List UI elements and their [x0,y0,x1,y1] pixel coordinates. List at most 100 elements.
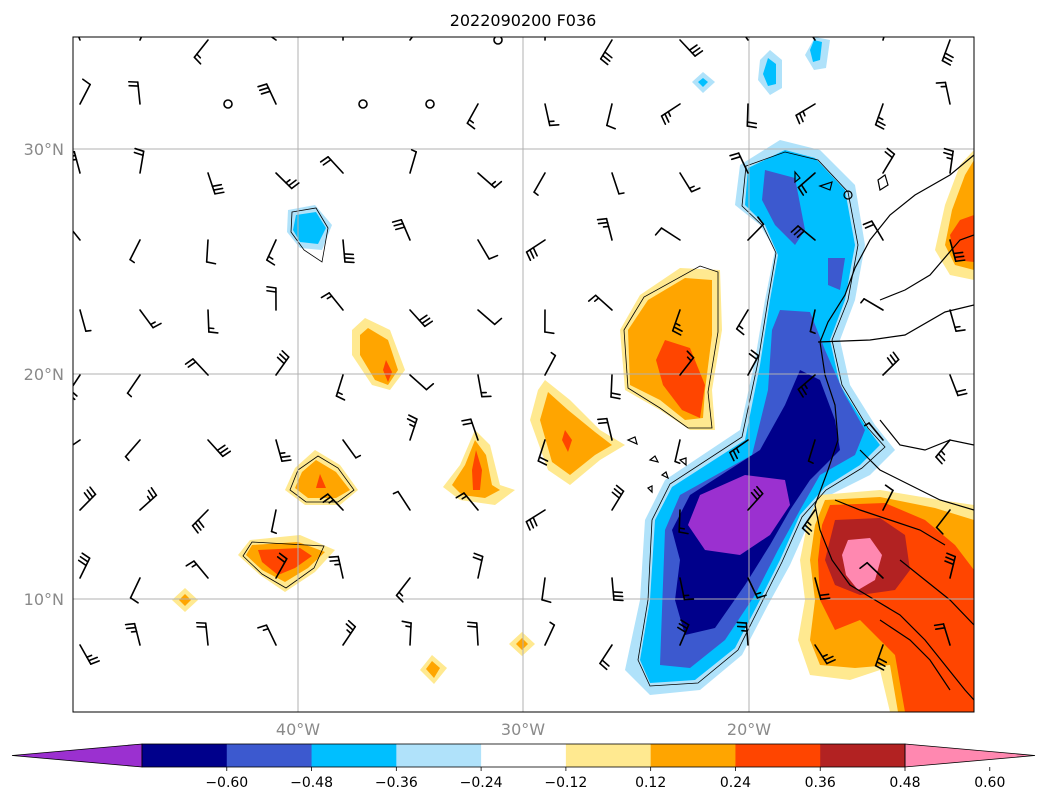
lat-label-30N: 30°N [24,140,64,159]
wind-barb-staff [674,439,681,463]
wind-barb-flag [876,120,886,126]
wind-barb-flag [599,58,609,66]
wind-barb-flag [736,621,748,624]
wind-barb-flag [678,531,689,535]
wind-barb-flag [864,223,875,229]
wind-barb-flag [730,155,742,161]
wind-barb-flag [124,622,136,626]
wind-barb-flag [729,152,740,157]
wind-barb-flag [954,325,961,329]
wind-barb-flag [678,622,688,630]
wind-barb-flag [610,392,621,396]
wind-barb-staff [544,624,556,646]
wind-barb-flag [81,552,91,560]
longitude-labels: 40°W 30°W 20°W [276,720,771,739]
wind-barb-flag [147,489,155,499]
wind-barb-flag [409,423,416,428]
wind-barb-flag [82,78,91,86]
wind-barb-flag [197,519,205,528]
wind-barb-flag [732,449,739,460]
wind-barb-flag [280,455,291,459]
wind-barb-flag [826,658,836,665]
wind-barb-staff [270,509,277,533]
wind-barb-staff [409,374,428,391]
wind-barb-flag [466,621,478,624]
contour-blue-band [637,151,886,687]
warm-dot-1-core [179,594,191,606]
wind-barb-flag [940,449,946,456]
wind-barb-flag [322,158,332,166]
blue-blob-1-core [293,212,326,244]
wind-barb-flag [874,123,885,130]
wind-barb-flag [262,627,270,632]
colorbar-segment [142,744,228,767]
chart-title: 2022090200 F036 [450,11,597,30]
calm-wind-circle [425,99,435,109]
wind-barb-flag [801,527,810,536]
warm-blob-2-orange [540,392,612,475]
wind-barb-flag [943,151,954,156]
wind-barb-flag [748,353,758,361]
wind-barb-flag [191,563,198,568]
wind-barb-staff [882,489,894,511]
wind-barb-staff [544,354,557,376]
wind-barb-flag [290,182,300,190]
wind-barb-staff [477,309,496,326]
wind-barb-flag [133,151,144,157]
wind-barb-flag [408,414,418,420]
wind-barb-flag [737,324,744,330]
wind-barb-flag [320,292,330,299]
wind-barb-flag [322,496,332,503]
wind-barb-flag [191,524,199,534]
wind-barb-flag [935,81,947,84]
wind-barb-flag [538,456,549,462]
wind-barb-flag [935,456,943,465]
colorbar-tick-label: 0.48 [889,775,920,791]
wind-barb-flag [754,591,762,596]
wind-barb-flag [319,493,329,501]
wind-barb-flag [537,460,548,466]
wind-barb-flag [746,125,757,129]
colorbar-tick-label: 0.24 [720,775,751,791]
wind-barb-flag [525,251,532,262]
wind-barb-flag [346,629,352,635]
wind-barb-flag [417,16,423,22]
wind-barb-flag [800,25,804,27]
blue-band-royal [762,170,805,245]
border-1 [817,304,974,343]
wind-barb-flag [674,322,681,327]
wind-barb-flag [319,156,329,163]
wind-barb-flag [671,329,682,336]
wind-barb-flag [597,221,609,225]
wind-barb-flag [941,59,952,66]
warm-blob-4-red [472,450,482,490]
wind-barb-staff [129,577,141,599]
contour-blob-1 [290,207,329,263]
wind-barb-flag [455,492,465,499]
wind-barb-flag [877,116,884,121]
wind-barb-flag [285,179,291,184]
wind-barb-flag [205,261,217,265]
wind-barb-flag [406,418,417,424]
colorbar-segment [311,744,397,767]
wind-barb-flag [425,382,435,391]
wind-barb-flag [593,297,600,302]
wind-barb-flag [793,227,802,236]
colorbar-extend-high [904,743,1036,768]
wind-barb-flag [803,383,808,390]
wind-barb-flag [694,50,704,57]
wind-barb-flag [892,351,900,361]
wind-barb-flag [544,331,555,335]
wind-barb-flag [393,222,404,227]
wind-barb-staff [409,151,418,174]
wind-barb-flag [882,24,887,26]
wind-barb-flag [194,522,202,531]
wind-barb-flag [952,251,964,255]
wind-barb-flag [667,110,672,117]
wind-barb-flag [604,51,613,59]
wind-barb-flag [606,124,616,130]
wind-barb-flag [347,619,357,628]
wind-barb-flag [937,453,946,462]
wind-barb-flag [134,147,145,153]
colorbar-segment [396,744,482,767]
